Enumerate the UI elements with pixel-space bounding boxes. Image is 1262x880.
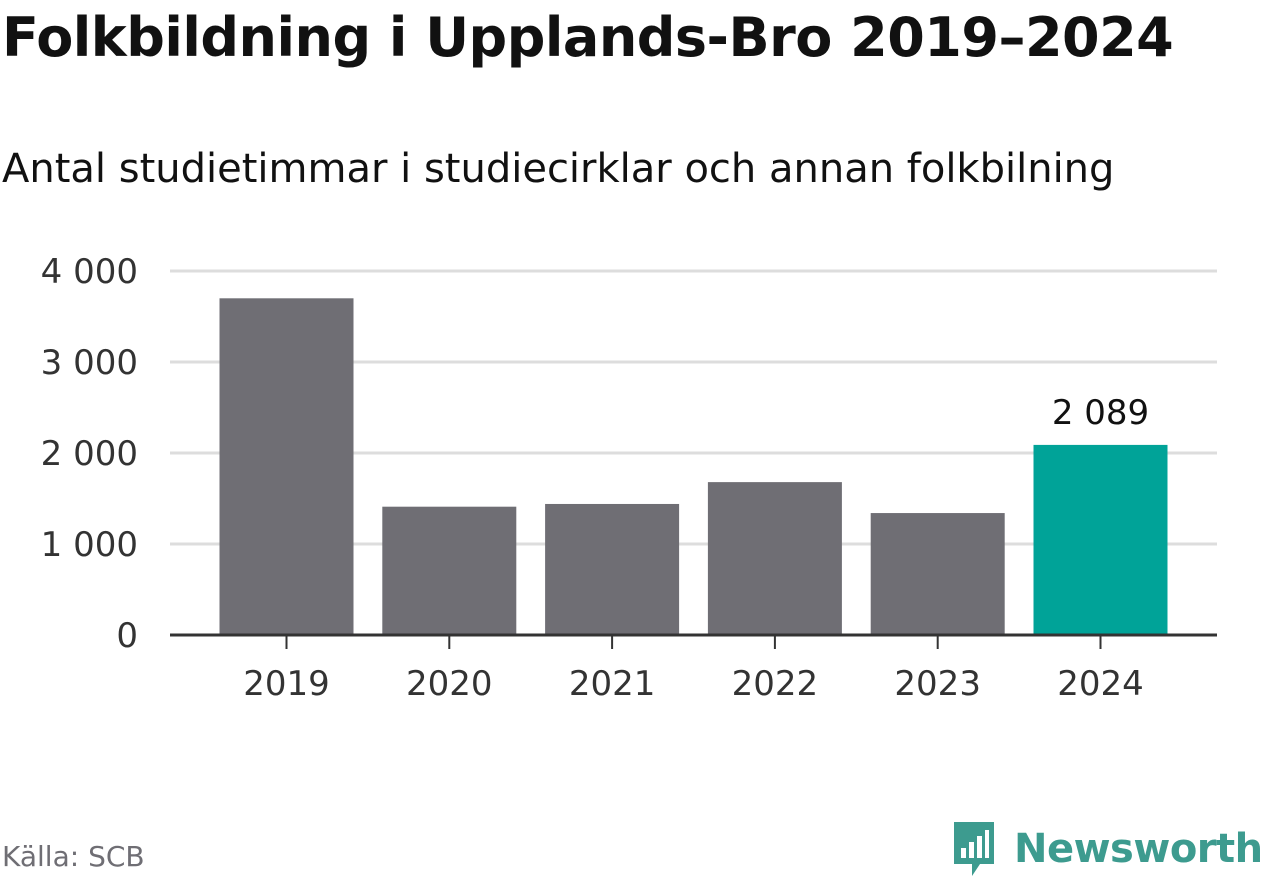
- y-tick-label: 0: [116, 616, 138, 656]
- source-note: Källa: SCB: [2, 840, 145, 873]
- x-tick-label: 2019: [243, 664, 330, 704]
- x-tick-label: 2022: [732, 664, 819, 704]
- bar-chart-speech-bubble-icon: [954, 822, 994, 876]
- bar-2021: [545, 503, 680, 635]
- x-tick-label: 2020: [406, 664, 493, 704]
- x-axis: [170, 633, 1217, 649]
- bar-2019: [219, 298, 354, 635]
- x-tick-label: 2023: [894, 664, 981, 704]
- bar-2023: [870, 513, 1005, 635]
- brand-name: Newsworthy: [1014, 826, 1262, 872]
- bars: [219, 298, 1168, 635]
- chart-title: Folkbildning i Upplands-Bro 2019–2024: [2, 6, 1174, 69]
- brand-logo: Newsworthy: [950, 818, 1262, 880]
- labels: 0 1 000 2 000 3 000 4 000 2019 2020 2021 2022 202…: [41, 252, 1150, 704]
- x-tick-label: 2021: [569, 664, 656, 704]
- y-tick-label: 1 000: [41, 525, 138, 565]
- bar-2020: [382, 506, 517, 635]
- bar-2022: [707, 482, 842, 635]
- y-tick-label: 3 000: [41, 343, 138, 383]
- bar-2024: [1033, 444, 1168, 635]
- x-tick-label: 2024: [1057, 664, 1144, 704]
- y-tick-label: 4 000: [41, 252, 138, 292]
- data-label: 2 089: [1052, 393, 1149, 433]
- y-tick-label: 2 000: [41, 434, 138, 474]
- chart-subtitle: Antal studietimmar i studiecirklar och a…: [2, 146, 1115, 192]
